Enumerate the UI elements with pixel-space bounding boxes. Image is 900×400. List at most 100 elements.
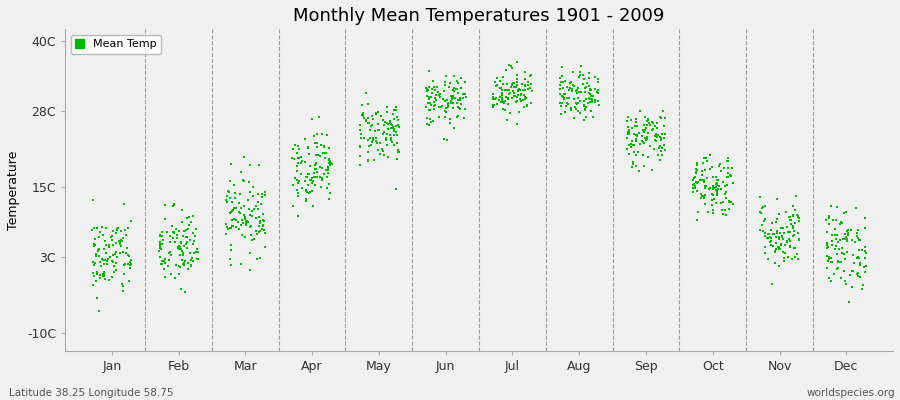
Point <box>182 214 196 220</box>
Point <box>97 246 112 252</box>
Point <box>576 81 590 87</box>
Point <box>90 225 104 232</box>
Point <box>314 175 328 182</box>
Point <box>624 116 638 123</box>
Point <box>243 250 257 256</box>
Point <box>454 101 468 107</box>
Point <box>238 216 253 222</box>
Point <box>635 139 650 145</box>
Point <box>87 236 102 242</box>
Point <box>761 231 776 237</box>
Point <box>506 79 520 86</box>
Point <box>303 177 318 184</box>
Y-axis label: Temperature: Temperature <box>7 150 20 230</box>
Point <box>706 185 721 192</box>
Point <box>655 152 670 158</box>
Point <box>123 260 138 267</box>
Point <box>454 96 468 103</box>
Point <box>622 142 636 148</box>
Point <box>122 258 137 265</box>
Point <box>299 173 313 180</box>
Point <box>714 200 728 206</box>
Point <box>578 88 592 95</box>
Point <box>698 155 713 161</box>
Point <box>115 282 130 289</box>
Point <box>850 254 864 261</box>
Point <box>651 131 665 138</box>
Point <box>445 95 459 102</box>
Point <box>705 190 719 197</box>
Point <box>524 72 538 78</box>
Point <box>719 195 733 202</box>
Point <box>758 203 772 209</box>
Point <box>647 146 662 152</box>
Point <box>553 74 567 81</box>
Point <box>384 139 399 145</box>
Point <box>105 259 120 265</box>
Point <box>760 230 775 237</box>
Point <box>829 243 843 250</box>
Point <box>121 225 135 231</box>
Point <box>98 238 112 244</box>
Point <box>176 250 191 256</box>
Point <box>179 241 194 247</box>
Point <box>584 99 598 106</box>
Point <box>621 113 635 120</box>
Point <box>846 267 860 274</box>
Point <box>855 247 869 254</box>
Point <box>438 105 453 111</box>
Point <box>285 155 300 161</box>
Point <box>428 86 443 93</box>
Point <box>629 119 643 126</box>
Point <box>184 257 198 263</box>
Point <box>777 255 791 261</box>
Point <box>778 258 792 264</box>
Point <box>490 82 504 88</box>
Point <box>645 120 660 126</box>
Point <box>112 237 126 244</box>
Point <box>377 122 392 128</box>
Point <box>775 234 789 240</box>
Point <box>155 258 169 265</box>
Point <box>654 135 669 142</box>
Point <box>820 245 834 252</box>
Point <box>822 274 836 281</box>
Point <box>853 237 868 243</box>
Point <box>111 224 125 231</box>
Point <box>383 120 398 127</box>
Point <box>838 236 852 242</box>
Point <box>516 96 530 103</box>
Point <box>322 158 337 164</box>
Point <box>191 256 205 262</box>
Point <box>163 232 177 239</box>
Point <box>705 197 719 204</box>
Point <box>253 255 267 262</box>
Point <box>756 204 770 210</box>
Point <box>109 229 123 236</box>
Point <box>721 158 735 165</box>
Point <box>655 145 670 152</box>
Point <box>709 192 724 198</box>
Point <box>179 239 194 246</box>
Point <box>256 223 270 230</box>
Point <box>386 111 400 117</box>
Point <box>489 95 503 102</box>
Text: Latitude 38.25 Longitude 58.75: Latitude 38.25 Longitude 58.75 <box>9 388 174 398</box>
Point <box>764 242 778 248</box>
Point <box>426 118 440 124</box>
Point <box>567 83 581 90</box>
Point <box>851 255 866 261</box>
Point <box>389 107 403 113</box>
Point <box>419 121 434 127</box>
Point <box>242 224 256 230</box>
Point <box>753 227 768 234</box>
Point <box>518 104 532 111</box>
Point <box>853 262 868 268</box>
Point <box>322 157 337 164</box>
Point <box>557 96 572 102</box>
Point <box>380 142 394 149</box>
Point <box>421 122 436 128</box>
Point <box>564 88 579 94</box>
Point <box>518 83 532 89</box>
Point <box>787 244 801 251</box>
